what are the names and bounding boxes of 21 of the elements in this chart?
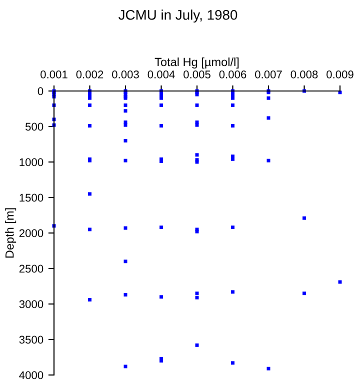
- x-tick-label: 0.006: [219, 70, 246, 78]
- x-tick-label: 0.001: [40, 70, 68, 78]
- x-axis-title: Total Hg [µmol/l]: [154, 58, 239, 69]
- y-tick-label: 0: [38, 87, 44, 96]
- x-tick-label: 0.003: [112, 70, 139, 78]
- x-tick-label: 0.002: [76, 70, 104, 78]
- y-tick-label: 2000: [19, 229, 44, 238]
- x-tick-label: 0.008: [290, 70, 318, 78]
- y-axis-title: Depth [m]: [5, 208, 16, 258]
- y-tick-label: 4000: [19, 371, 44, 380]
- x-tick-label: 0.004: [148, 70, 175, 78]
- y-tick-label: 500: [25, 122, 44, 131]
- x-tick-label: 0.007: [255, 70, 282, 78]
- x-tick-label: 0.005: [184, 70, 210, 78]
- y-tick-label: 3500: [19, 336, 44, 344]
- x-tick-label: 0.009: [326, 70, 354, 78]
- y-tick-label: 1000: [20, 158, 44, 166]
- chart-title: JCMU in July, 1980: [118, 10, 238, 23]
- y-tick-label: 2500: [19, 264, 44, 273]
- y-tick-label: 1500: [20, 194, 44, 202]
- y-tick-label: 3000: [19, 300, 44, 308]
